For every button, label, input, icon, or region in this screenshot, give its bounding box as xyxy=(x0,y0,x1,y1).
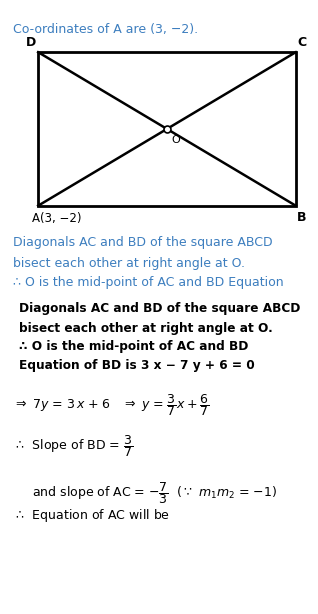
Text: $\therefore\,$ Equation of AC will be: $\therefore\,$ Equation of AC will be xyxy=(13,507,170,524)
Text: Diagonals AC and BD of the square ABCD: Diagonals AC and BD of the square ABCD xyxy=(19,302,301,315)
Text: ∴ O is the mid-point of AC and BD Equation: ∴ O is the mid-point of AC and BD Equati… xyxy=(13,276,283,289)
Text: ∴ O is the mid-point of AC and BD: ∴ O is the mid-point of AC and BD xyxy=(19,340,248,352)
Text: bisect each other at right angle at O.: bisect each other at right angle at O. xyxy=(13,257,245,270)
Text: $\therefore\,$ Slope of BD = $\dfrac{3}{7}$: $\therefore\,$ Slope of BD = $\dfrac{3}{… xyxy=(13,433,133,459)
Bar xyxy=(38,52,296,206)
Text: A(3, −2): A(3, −2) xyxy=(32,212,81,225)
Text: Equation of BD is 3 x − 7 y + 6 = 0: Equation of BD is 3 x − 7 y + 6 = 0 xyxy=(19,359,255,371)
Text: Diagonals AC and BD of the square ABCD: Diagonals AC and BD of the square ABCD xyxy=(13,236,272,249)
Text: bisect each other at right angle at O.: bisect each other at right angle at O. xyxy=(19,322,273,335)
Text: D: D xyxy=(26,36,37,49)
Text: $\Rightarrow$ 7$y$ = 3$\,x$ + 6   $\Rightarrow$ $y$ = $\dfrac{3}{7}x+\dfrac{6}{7: $\Rightarrow$ 7$y$ = 3$\,x$ + 6 $\Righta… xyxy=(13,392,209,418)
Text: B: B xyxy=(297,211,307,223)
Text: Co-ordinates of A are (3, −2).: Co-ordinates of A are (3, −2). xyxy=(13,23,198,36)
Text: C: C xyxy=(297,36,307,49)
Text: O: O xyxy=(172,135,181,145)
Text: and slope of AC = $-\dfrac{7}{3}$  ($\because$ $m_1m_2$ = $-$1): and slope of AC = $-\dfrac{7}{3}$ ($\bec… xyxy=(32,480,277,506)
